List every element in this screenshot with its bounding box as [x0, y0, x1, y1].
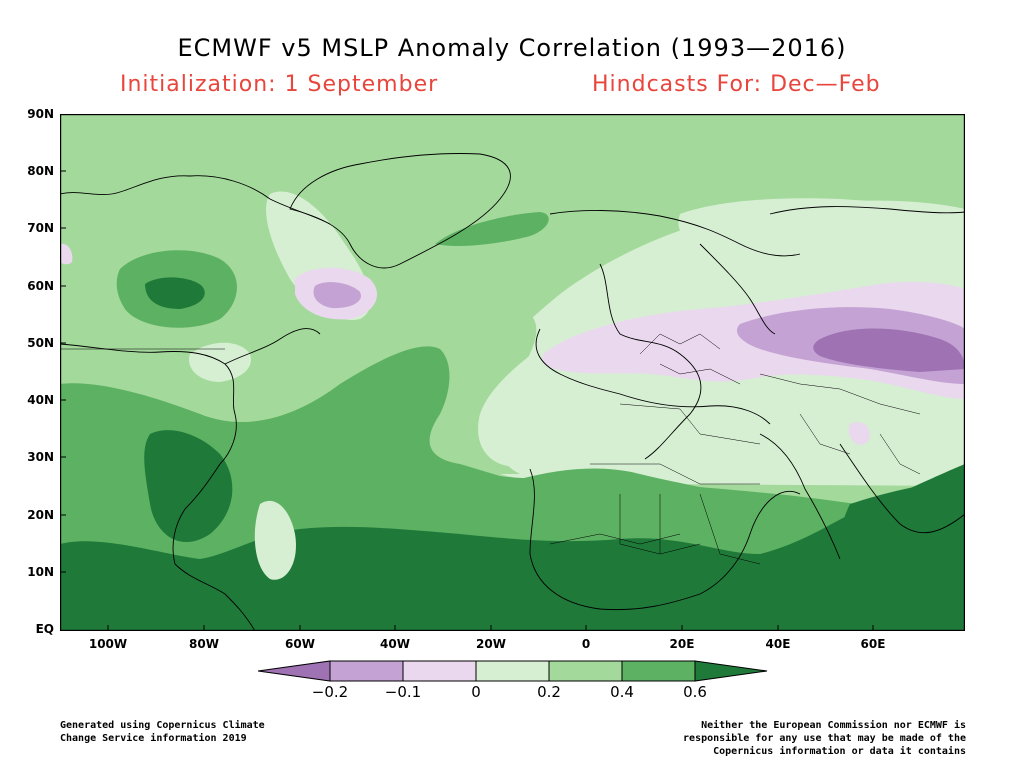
lat-label-90n: 90N	[27, 107, 54, 121]
contour-caribbean	[144, 430, 233, 543]
lon-label-100w: 100W	[88, 637, 128, 651]
footer-credit-line-2: Change Service information 2019	[60, 733, 247, 744]
lon-label-20e: 20E	[669, 637, 695, 651]
colorbar-label-06: 0.6	[683, 683, 707, 701]
colorbar-label-neg01: −0.1	[384, 683, 422, 701]
lon-label-0: 0	[581, 637, 591, 651]
contour-labrador-core	[313, 282, 361, 309]
colorbar-label-04: 0.4	[610, 683, 634, 701]
colorbar-segment-neg02-neg01	[329, 660, 404, 682]
footer-credit-line-1: Generated using Copernicus Climate	[60, 720, 265, 731]
colorbar-segment-neg01-0	[402, 660, 477, 682]
hindcast-subtitle: Hindcasts For: Dec—Feb	[592, 72, 881, 97]
lat-label-60n: 60N	[27, 279, 54, 293]
colorbar-label-0: 0	[471, 683, 481, 701]
map-ticks	[60, 170, 874, 631]
footer-credit: Generated using Copernicus Climate Chang…	[60, 719, 265, 745]
colorbar	[258, 660, 768, 682]
lon-label-40w: 40W	[380, 637, 410, 651]
contour-gulf-light	[254, 500, 296, 580]
contour-india	[834, 479, 965, 631]
map-frame	[60, 114, 965, 631]
colorbar-segment-02-04	[548, 660, 623, 682]
correlation-map	[60, 114, 965, 631]
lon-label-80w: 80W	[189, 637, 219, 651]
footer-disclaimer-line-2: responsible for any use that may be made…	[683, 733, 966, 744]
lon-label-60w: 60W	[285, 637, 315, 651]
colorbar-label-02: 0.2	[537, 683, 561, 701]
colorbar-segment-lt-neg02	[258, 660, 331, 682]
colorbar-label-neg02: −0.2	[311, 683, 349, 701]
lat-label-70n: 70N	[27, 221, 54, 235]
lon-label-20w: 20W	[476, 637, 506, 651]
contour-siberia-core	[813, 328, 965, 372]
lat-label-40n: 40N	[27, 393, 54, 407]
footer-disclaimer: Neither the European Commission nor ECMW…	[683, 719, 966, 758]
footer-disclaimer-line-1: Neither the European Commission nor ECMW…	[701, 720, 966, 731]
colorbar-segment-04-06	[621, 660, 696, 682]
lat-label-eq: EQ	[35, 622, 54, 636]
lat-label-30n: 30N	[27, 450, 54, 464]
contour-alaska-negative	[60, 243, 73, 265]
contour-himalaya-negative	[848, 422, 870, 445]
contour-tropics	[60, 464, 965, 631]
contour-atlantic-ridge	[429, 305, 537, 474]
contour-greenland-sea	[435, 212, 549, 247]
political-borders	[60, 333, 921, 565]
lat-label-10n: 10N	[27, 565, 54, 579]
initialization-subtitle: Initialization: 1 September	[120, 72, 439, 97]
map-title: ECMWF v5 MSLP Anomaly Correlation (1993—…	[177, 34, 847, 62]
lon-label-60e: 60E	[860, 637, 886, 651]
lat-label-50n: 50N	[27, 336, 54, 350]
footer-disclaimer-line-3: Copernicus information or data it contai…	[713, 746, 966, 757]
coastlines	[60, 153, 965, 631]
colorbar-segment-0-02	[475, 660, 550, 682]
contour-us-east	[189, 342, 251, 382]
colorbar-segment-gt-06	[694, 660, 768, 682]
contour-arctic-light	[678, 198, 965, 274]
lat-label-80n: 80N	[27, 164, 54, 178]
contour-hudson-core	[145, 277, 205, 309]
lon-label-40e: 40E	[765, 637, 791, 651]
lat-label-20n: 20N	[27, 508, 54, 522]
